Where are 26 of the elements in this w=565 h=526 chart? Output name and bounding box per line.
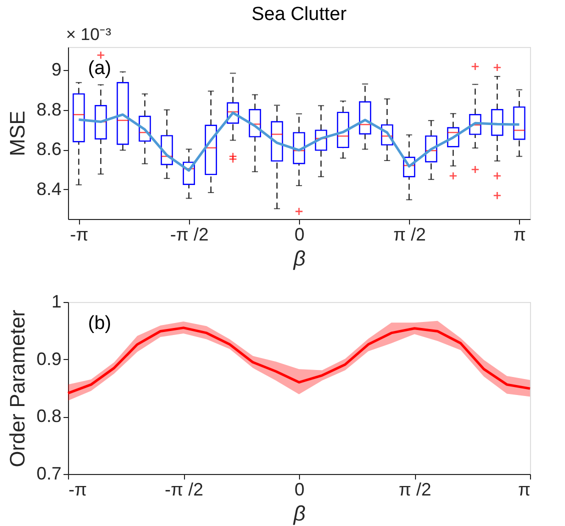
x-tick-label: 0 [294,224,305,244]
x-axis-title: β [292,502,306,526]
annotation: (a) [88,58,112,79]
y-tick-label: 8.4 [36,178,62,199]
x-tick-label: π [514,224,526,244]
x-tick-label: π /2 [398,480,432,500]
x-tick-label: -π [68,480,87,500]
y-tick-label: 8.8 [36,99,62,120]
y-tick-label: 0.8 [36,406,62,426]
y-tick-label: 8.6 [36,139,62,160]
x-axis-title: β [292,248,306,270]
annotation: (b) [88,313,112,334]
text: × 10⁻³ [66,25,112,44]
x-tick-label: π [518,480,530,500]
x-tick-label: -π [70,224,88,244]
x-tick-label: 0 [294,480,305,500]
x-tick-label: π /2 [393,224,426,244]
x-tick-label: -π /2 [164,480,204,500]
x-tick-label: -π /2 [170,224,209,244]
y-tick-label: 9 [51,60,62,80]
y-axis-title: MSE [6,110,30,156]
chart-title: Sea Clutter [251,4,348,25]
y-axis-title: Order Parameter [6,310,30,468]
y-tick-label: 1 [51,292,62,312]
y-tick-label: 0.7 [36,464,62,484]
y-tick-label: 0.9 [36,348,62,369]
